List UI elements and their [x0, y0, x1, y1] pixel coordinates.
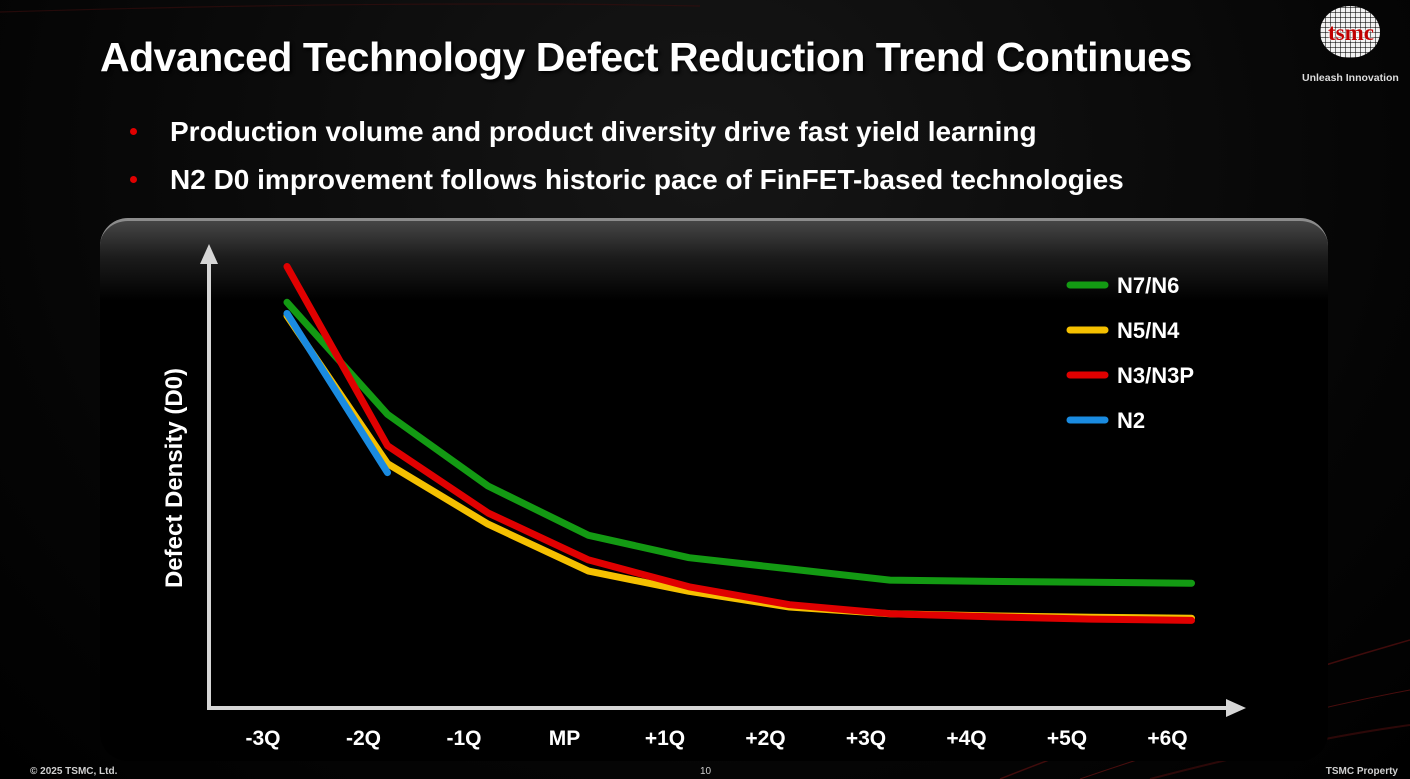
x-tick-label: +5Q	[1047, 727, 1087, 750]
legend-label: N3/N3P	[1117, 363, 1194, 388]
series-line-n2	[283, 310, 391, 477]
x-tick-label: +6Q	[1147, 727, 1187, 750]
logo-wafer-icon	[1320, 6, 1380, 58]
legend-label: N5/N4	[1117, 318, 1180, 343]
x-tick-label: +2Q	[745, 727, 785, 750]
slide-title: Advanced Technology Defect Reduction Tre…	[100, 34, 1192, 80]
logo-tagline: Unleash Innovation	[1302, 72, 1399, 84]
logo-wordmark: tsmc	[1328, 20, 1374, 45]
x-tick-label: -2Q	[346, 727, 381, 750]
page-number: 10	[700, 766, 712, 777]
bullet-item: Production volume and product diversity …	[128, 112, 1124, 160]
chart-legend: N7/N6 N5/N4 N3/N3P N2	[1066, 273, 1194, 433]
legend-label: N7/N6	[1117, 273, 1179, 298]
x-tick-label: -1Q	[446, 727, 481, 750]
x-axis-arrow-icon	[1226, 699, 1246, 717]
bullet-list: Production volume and product diversity …	[128, 112, 1124, 208]
chart-panel	[100, 218, 1328, 761]
series-line-n7-n6	[283, 298, 1195, 587]
tsmc-logo: tsmc Unleash Innovation	[1302, 6, 1402, 86]
series-lines	[283, 263, 1195, 624]
property-label: TSMC Property	[1325, 766, 1398, 777]
legend-label: N2	[1117, 408, 1145, 433]
x-tick-label: +1Q	[645, 727, 685, 750]
x-tick-label: +3Q	[846, 727, 886, 750]
x-tick-label: +4Q	[946, 727, 986, 750]
x-tick-labels: -3Q -2Q -1Q MP +1Q +2Q +3Q +4Q +5Q +6Q	[245, 727, 1187, 750]
series-line-n3-n3p	[283, 263, 1195, 624]
copyright-text: © 2025 TSMC, Ltd.	[30, 766, 118, 777]
x-tick-label: -3Q	[245, 727, 280, 750]
y-axis-label: Defect Density (D0)	[161, 368, 188, 588]
x-tick-label: MP	[549, 727, 581, 750]
bullet-item: N2 D0 improvement follows historic pace …	[128, 160, 1124, 208]
y-axis-arrow-icon	[200, 244, 218, 264]
